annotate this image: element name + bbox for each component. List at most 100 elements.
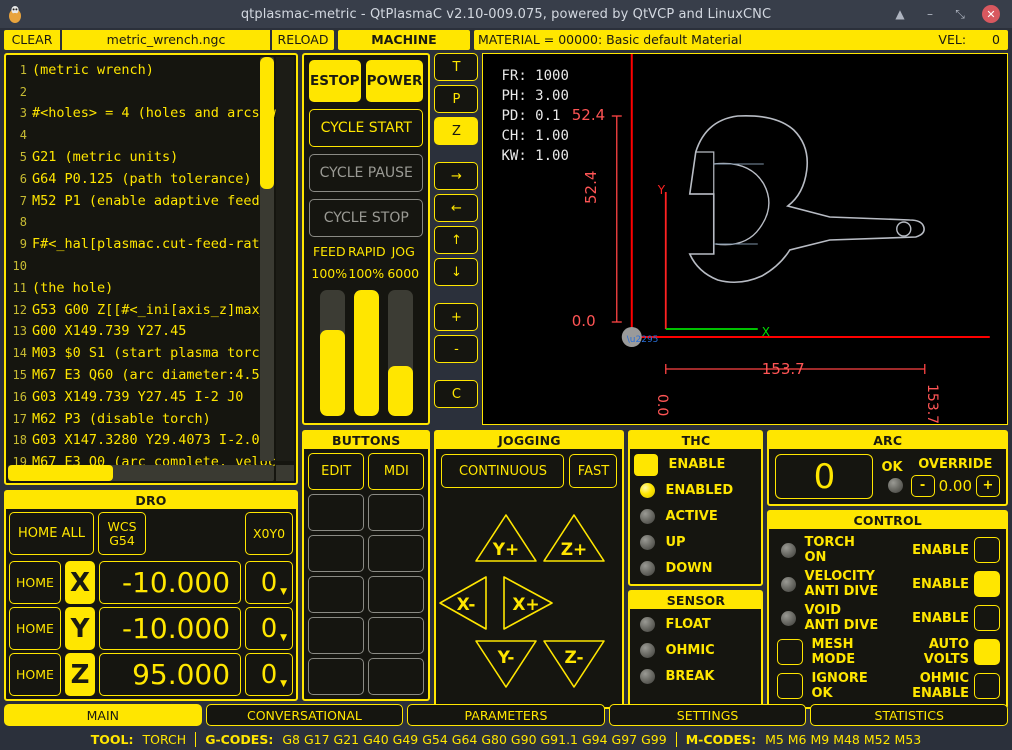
tab-parameters[interactable]: PARAMETERS: [407, 704, 605, 726]
power-button[interactable]: POWER: [365, 60, 424, 102]
home-all-button[interactable]: HOME ALL: [9, 512, 94, 555]
control-toggle[interactable]: [974, 673, 1000, 699]
control-toggle[interactable]: [974, 571, 1000, 597]
gcode-line[interactable]: 16 G03 X149.739 Y27.45 I-2 J0: [6, 386, 296, 408]
thc-enable-checkbox[interactable]: [634, 453, 659, 476]
zero-y-button[interactable]: 0 ▼: [245, 607, 294, 650]
control-toggle[interactable]: [974, 605, 1000, 631]
gcode-line[interactable]: 13 G00 X149.739 Y27.45: [6, 321, 296, 343]
shade-icon[interactable]: ▲: [895, 7, 905, 21]
zoom-in-icon[interactable]: +: [434, 303, 479, 331]
jog-mode-button[interactable]: CONTINUOUS: [441, 454, 565, 488]
chevron-down-icon[interactable]: ▼: [280, 587, 288, 597]
gcode-line[interactable]: 18 G03 X147.3280 Y29.4073 I-2.00(: [6, 430, 296, 452]
zero-z-button[interactable]: 0 ▼: [245, 653, 294, 696]
home-x-button[interactable]: HOME: [9, 561, 61, 604]
view-button-p[interactable]: P: [434, 85, 479, 113]
x0y0-button[interactable]: X0Y0: [245, 512, 294, 555]
gcode-line[interactable]: 11 (the hole): [6, 277, 296, 299]
control-toggle[interactable]: [974, 537, 1000, 563]
tab-settings[interactable]: SETTINGS: [608, 704, 807, 726]
arc-override-minus-button[interactable]: -: [910, 474, 935, 497]
editor-hscroll-thumb[interactable]: [8, 465, 113, 481]
cycle-start-button[interactable]: CYCLE START: [309, 109, 424, 147]
jog-x-plus-button[interactable]: X+: [498, 573, 558, 633]
override-slider[interactable]: [353, 290, 379, 416]
user-button-empty[interactable]: [308, 576, 365, 613]
tab-main[interactable]: MAIN: [4, 704, 202, 726]
cycle-stop-button[interactable]: CYCLE STOP: [309, 199, 424, 237]
jog-z-plus-button[interactable]: Z+: [540, 511, 608, 567]
gcode-line[interactable]: 4: [6, 124, 296, 146]
user-button-empty[interactable]: [368, 617, 425, 654]
gcode-preview[interactable]: FR: 1000 PH: 3.00 PD: 0.1 CH: 1.00 KW: 1…: [482, 53, 1008, 425]
wcs-button[interactable]: WCS G54: [98, 512, 146, 555]
jog-y-plus-button[interactable]: Y+: [472, 511, 540, 567]
pan-up-icon[interactable]: ↑: [434, 226, 479, 254]
filename-label[interactable]: metric_wrench.ngc: [106, 32, 226, 47]
gcode-line[interactable]: 2: [6, 81, 296, 103]
editor-vscroll-thumb[interactable]: [260, 57, 275, 189]
pan-left-icon[interactable]: ←: [434, 194, 479, 222]
user-button-edit[interactable]: EDIT: [308, 453, 365, 490]
user-button-empty[interactable]: [308, 494, 365, 531]
pan-right-icon[interactable]: →: [434, 162, 479, 190]
ignore-checkbox[interactable]: [777, 673, 804, 699]
gcode-line[interactable]: 10: [6, 255, 296, 277]
minimize-icon[interactable]: –: [927, 7, 933, 21]
cycle-pause-button[interactable]: CYCLE PAUSE: [309, 154, 424, 192]
gcode-line[interactable]: 12 G53 G00 Z[[#<_ini[axis_z]max_: [6, 299, 296, 321]
user-button-empty[interactable]: [308, 617, 365, 654]
dro-value-y[interactable]: -10.000: [99, 607, 242, 650]
user-button-mdi[interactable]: MDI: [368, 453, 425, 490]
axis-label-z[interactable]: Z: [65, 653, 95, 696]
zoom-out-icon[interactable]: -: [434, 335, 479, 363]
jog-z-minus-button[interactable]: Z-: [540, 635, 608, 691]
dro-value-z[interactable]: 95.000: [99, 653, 242, 696]
user-button-empty[interactable]: [308, 535, 365, 572]
jog-speed-button[interactable]: FAST: [569, 454, 618, 488]
gcode-line[interactable]: 6 G64 P0.125 (path tolerance): [6, 168, 296, 190]
home-y-button[interactable]: HOME: [9, 607, 61, 650]
tab-statistics[interactable]: STATISTICS: [810, 704, 1008, 726]
jog-x-minus-button[interactable]: X-: [436, 573, 492, 633]
gcode-line[interactable]: 1 (metric wrench): [6, 59, 296, 81]
gcode-line[interactable]: 7 M52 P1 (enable adaptive feed): [6, 190, 296, 212]
jog-y-minus-button[interactable]: Y-: [472, 635, 540, 691]
dro-value-x[interactable]: -10.000: [99, 561, 242, 604]
gcode-line[interactable]: 5 G21 (metric units): [6, 146, 296, 168]
editor-vertical-scrollbar[interactable]: [260, 57, 275, 461]
editor-horizontal-scrollbar[interactable]: [8, 465, 275, 481]
axis-label-x[interactable]: X: [65, 561, 95, 604]
user-button-empty[interactable]: [368, 658, 425, 695]
gcode-line[interactable]: 15 M67 E3 Q60 (arc diameter:4.50(: [6, 364, 296, 386]
user-button-empty[interactable]: [308, 658, 365, 695]
estop-button[interactable]: ESTOP: [309, 60, 361, 102]
view-button-t[interactable]: T: [434, 53, 479, 81]
zero-x-button[interactable]: 0 ▼: [245, 561, 294, 604]
chevron-down-icon[interactable]: ▼: [280, 633, 288, 643]
clear-preview-button[interactable]: C: [434, 380, 479, 408]
maximize-icon[interactable]: ⤡: [955, 6, 965, 21]
home-z-button[interactable]: HOME: [9, 653, 61, 696]
close-icon[interactable]: ✕: [982, 5, 1000, 23]
tab-conversational[interactable]: CONVERSATIONAL: [205, 704, 404, 726]
thc-item[interactable]: ENABLE: [634, 453, 757, 476]
reload-button[interactable]: RELOAD: [270, 30, 334, 50]
clear-button[interactable]: CLEAR: [4, 30, 62, 50]
gcode-editor[interactable]: 1 (metric wrench) 2 3 #<holes> = 4 (holes an…: [4, 53, 299, 485]
control-toggle[interactable]: [974, 639, 1000, 665]
pan-down-icon[interactable]: ↓: [434, 258, 479, 286]
override-slider[interactable]: [319, 290, 345, 416]
user-button-empty[interactable]: [368, 576, 425, 613]
gcode-line[interactable]: 14 M03 $0 S1 (start plasma torch: [6, 342, 296, 364]
gcode-line[interactable]: 8: [6, 212, 296, 234]
user-button-empty[interactable]: [368, 494, 425, 531]
gcode-line[interactable]: 17 M62 P3 (disable torch): [6, 408, 296, 430]
axis-label-y[interactable]: Y: [65, 607, 95, 650]
arc-override-plus-button[interactable]: +: [976, 474, 1000, 497]
view-button-z[interactable]: Z: [434, 117, 479, 145]
chevron-down-icon[interactable]: ▼: [280, 679, 288, 689]
user-button-empty[interactable]: [368, 535, 425, 572]
material-bar[interactable]: MATERIAL = 00000: Basic default Material…: [474, 30, 1008, 50]
